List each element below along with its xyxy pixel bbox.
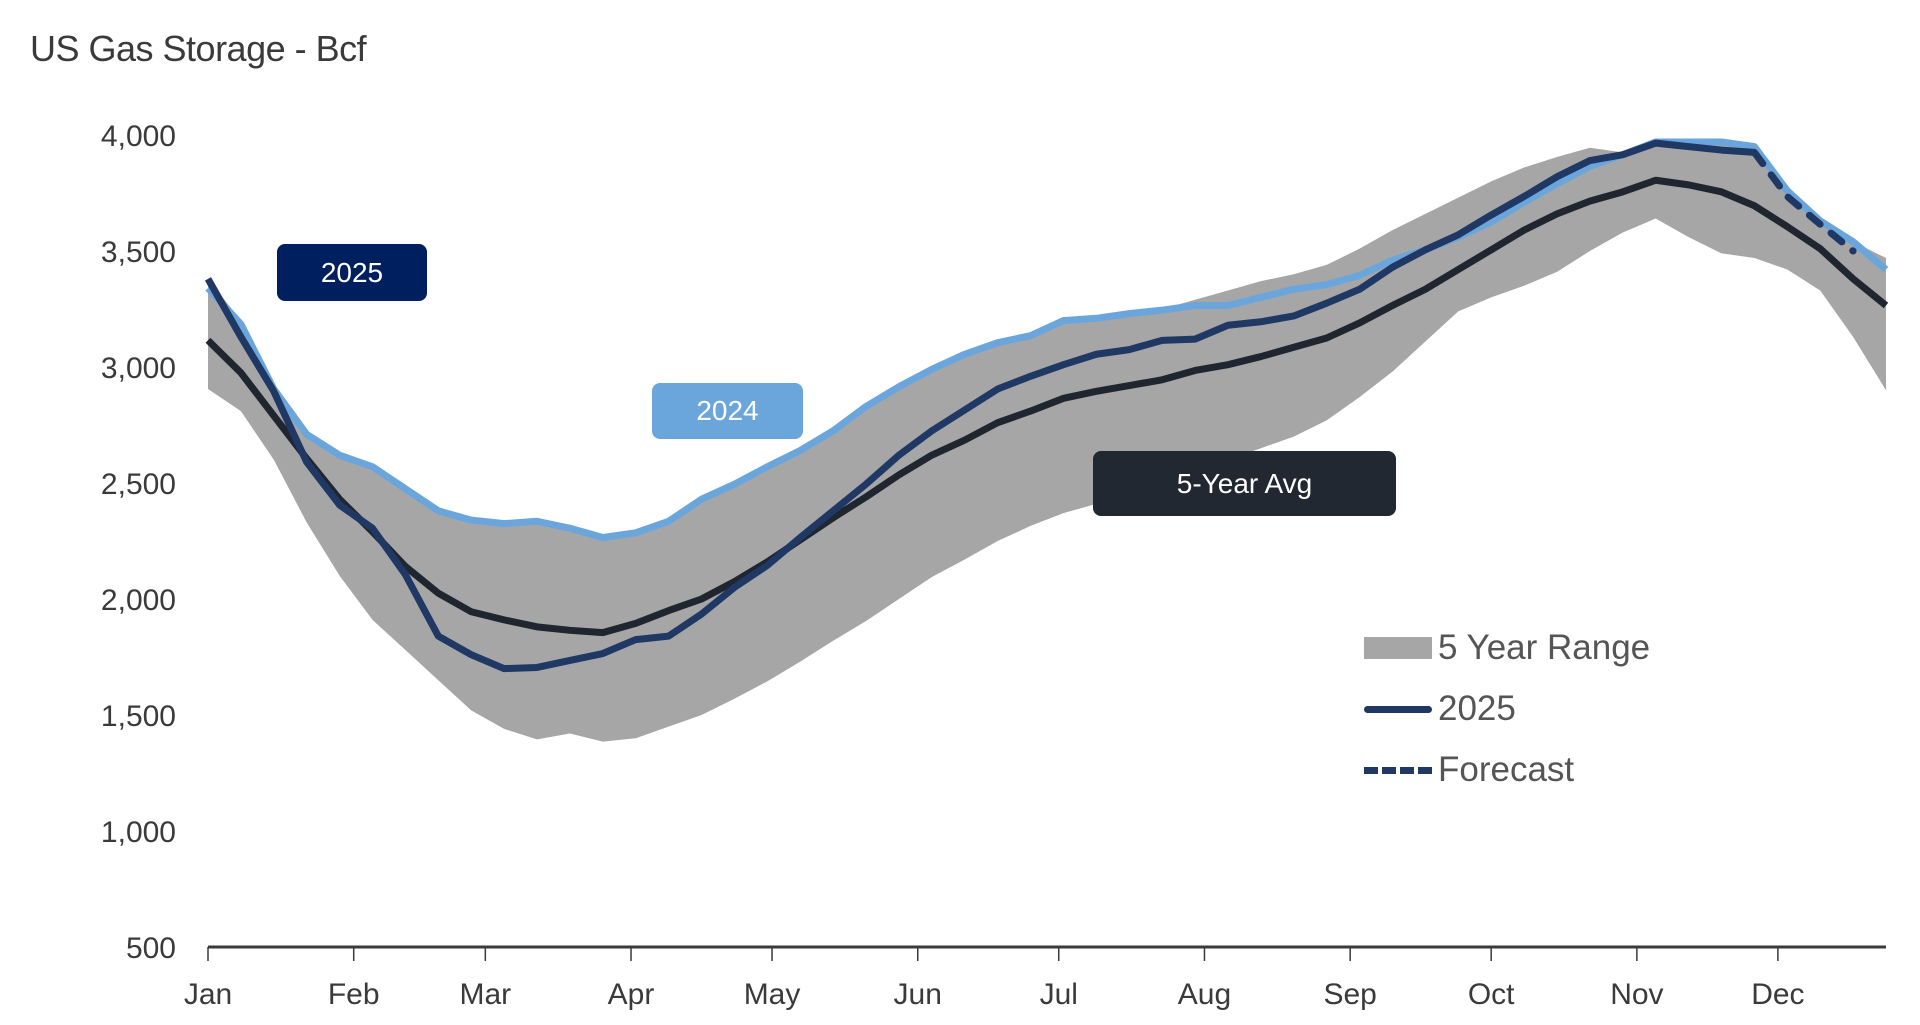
x-tick-label: Apr <box>608 978 655 1011</box>
chart-title: US Gas Storage - Bcf <box>30 28 367 69</box>
y-tick-label: 2,000 <box>101 584 176 617</box>
y-tick-label: 3,000 <box>101 352 176 385</box>
legend-label: 2025 <box>1438 689 1516 728</box>
x-tick-label: Sep <box>1323 978 1376 1011</box>
legend-swatch-dashed <box>1364 766 1432 774</box>
y-tick-label: 2,500 <box>101 468 176 501</box>
x-tick-label: May <box>744 978 801 1011</box>
y-tick-label: 3,500 <box>101 236 176 269</box>
y-tick-label: 4,000 <box>101 120 176 153</box>
y-tick-label: 500 <box>126 932 176 965</box>
x-tick-label: Oct <box>1468 978 1515 1011</box>
annotation-5-year-avg: 5-Year Avg <box>1093 451 1396 516</box>
x-tick-label: Jul <box>1040 978 1078 1011</box>
five-year-range-band <box>208 143 1886 742</box>
x-tick-label: Aug <box>1178 978 1231 1011</box>
series-line-forecast <box>1750 148 1857 255</box>
legend-item-5-year-range: 5 Year Range <box>1364 628 1650 668</box>
annotation-2024: 2024 <box>652 383 803 439</box>
x-tick-label: Nov <box>1610 978 1663 1011</box>
y-tick-label: 1,000 <box>101 816 176 849</box>
legend-swatch-band <box>1364 637 1432 659</box>
x-tick-label: Dec <box>1751 978 1804 1011</box>
annotation-2025: 2025 <box>277 244 427 301</box>
x-tick-label: Feb <box>328 978 380 1011</box>
x-tick-label: Jun <box>894 978 942 1011</box>
legend-item-2025: 2025 <box>1364 689 1516 729</box>
series-line-y2025 <box>204 139 1755 673</box>
legend-item-forecast: Forecast <box>1364 750 1574 790</box>
legend-swatch-solid <box>1364 705 1432 713</box>
series-line-avg <box>205 176 1889 637</box>
legend-label: Forecast <box>1438 750 1575 789</box>
y-tick-label: 1,500 <box>101 700 176 733</box>
x-tick-label: Jan <box>184 978 232 1011</box>
legend-label: 5 Year Range <box>1438 628 1651 667</box>
x-tick-label: Mar <box>459 978 511 1011</box>
